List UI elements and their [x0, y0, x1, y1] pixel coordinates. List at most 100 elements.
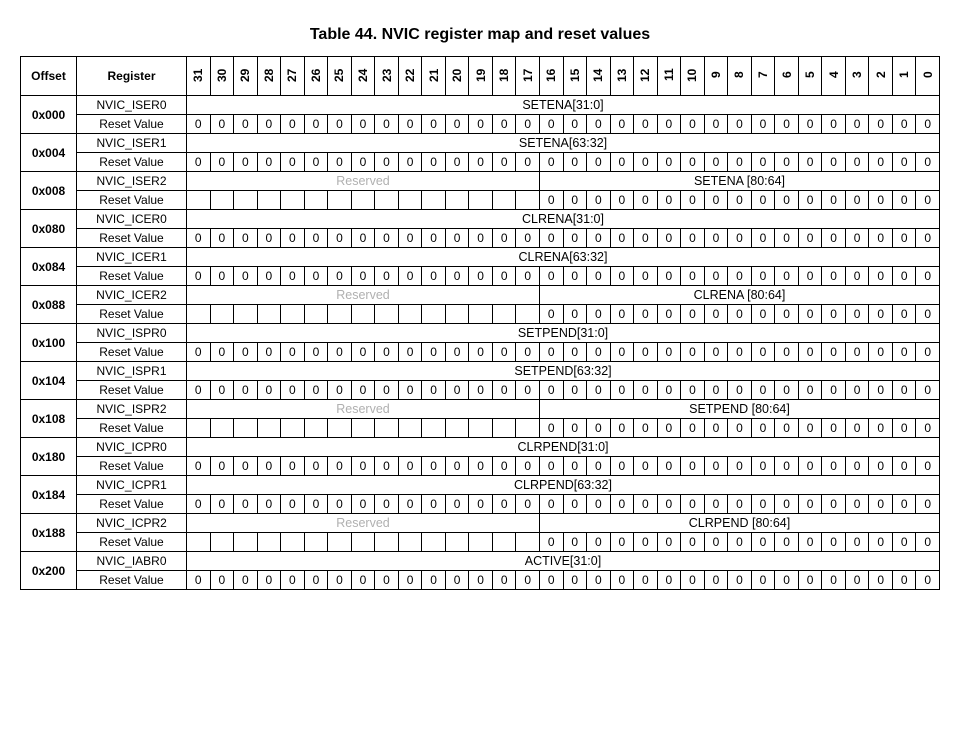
reset-label-cell: Reset Value — [77, 191, 187, 210]
reset-bit-cell: 0 — [657, 191, 681, 210]
offset-cell: 0x200 — [21, 552, 77, 590]
reset-bit-blank — [281, 191, 305, 210]
reset-bit-cell: 0 — [704, 115, 728, 134]
reset-bit-blank — [187, 305, 211, 324]
reset-bit-cell: 0 — [563, 571, 587, 590]
reset-bit-cell: 0 — [587, 153, 611, 172]
reset-bit-cell: 0 — [657, 267, 681, 286]
bit-header-30: 30 — [210, 57, 234, 96]
bitfield-label: CLRPEND [80:64] — [539, 514, 939, 533]
reset-bit-cell: 0 — [892, 191, 916, 210]
reset-bit-cell: 0 — [775, 191, 799, 210]
reset-bit-cell: 0 — [892, 267, 916, 286]
reset-bit-cell: 0 — [469, 495, 493, 514]
reset-row: Reset Value00000000000000000000000000000… — [21, 571, 940, 590]
reset-bit-cell: 0 — [351, 495, 375, 514]
reset-bit-cell: 0 — [610, 115, 634, 134]
reset-bit-blank — [210, 533, 234, 552]
reset-bit-cell: 0 — [257, 495, 281, 514]
register-row: 0x104NVIC_ISPR1SETPEND[63:32] — [21, 362, 940, 381]
reset-bit-cell: 0 — [798, 457, 822, 476]
reset-bit-cell: 0 — [422, 495, 446, 514]
reset-bit-cell: 0 — [281, 153, 305, 172]
reset-bit-cell: 0 — [634, 571, 658, 590]
reset-bit-cell: 0 — [751, 229, 775, 248]
reset-bit-cell: 0 — [869, 343, 893, 362]
reset-bit-cell: 0 — [845, 343, 869, 362]
bit-header-26: 26 — [304, 57, 328, 96]
reset-bit-cell: 0 — [775, 343, 799, 362]
reset-bit-cell: 0 — [892, 381, 916, 400]
reset-bit-cell: 0 — [751, 305, 775, 324]
reset-bit-cell: 0 — [516, 495, 540, 514]
reset-bit-cell: 0 — [610, 343, 634, 362]
reset-bit-cell: 0 — [539, 533, 563, 552]
reset-bit-cell: 0 — [422, 457, 446, 476]
reset-bit-cell: 0 — [892, 343, 916, 362]
reset-bit-cell: 0 — [704, 191, 728, 210]
register-map-table: Offset Register 313029282726252423222120… — [20, 56, 940, 590]
reset-bit-cell: 0 — [234, 571, 258, 590]
reset-bit-cell: 0 — [610, 495, 634, 514]
reset-bit-cell: 0 — [375, 153, 399, 172]
offset-cell: 0x184 — [21, 476, 77, 514]
reset-bit-cell: 0 — [328, 495, 352, 514]
reserved-field: Reserved — [187, 172, 540, 191]
reset-bit-cell: 0 — [398, 115, 422, 134]
bitfield-label: SETENA[63:32] — [187, 134, 940, 153]
reset-bit-cell: 0 — [751, 419, 775, 438]
reset-bit-blank — [469, 305, 493, 324]
reset-bit-cell: 0 — [892, 495, 916, 514]
reset-bit-cell: 0 — [210, 495, 234, 514]
register-name-cell: NVIC_ICER0 — [77, 210, 187, 229]
reset-bit-cell: 0 — [469, 229, 493, 248]
reset-bit-cell: 0 — [398, 571, 422, 590]
reset-label-cell: Reset Value — [77, 419, 187, 438]
reset-bit-cell: 0 — [563, 457, 587, 476]
reset-bit-cell: 0 — [469, 115, 493, 134]
reset-row: Reset Value00000000000000000000000000000… — [21, 229, 940, 248]
reset-bit-blank — [516, 191, 540, 210]
reset-bit-cell: 0 — [892, 305, 916, 324]
reset-row: Reset Value 00000000000000000 — [21, 533, 940, 552]
reset-bit-cell: 0 — [469, 571, 493, 590]
register-name-cell: NVIC_ICPR0 — [77, 438, 187, 457]
bit-header-20: 20 — [445, 57, 469, 96]
reset-label-cell: Reset Value — [77, 229, 187, 248]
reset-bit-cell: 0 — [916, 191, 940, 210]
bitfield-label: CLRENA[31:0] — [187, 210, 940, 229]
reset-bit-cell: 0 — [257, 571, 281, 590]
reset-bit-cell: 0 — [210, 153, 234, 172]
reset-bit-cell: 0 — [704, 267, 728, 286]
reset-bit-cell: 0 — [187, 571, 211, 590]
reset-bit-cell: 0 — [304, 153, 328, 172]
reset-bit-cell: 0 — [822, 571, 846, 590]
bit-header-7: 7 — [751, 57, 775, 96]
reset-bit-cell: 0 — [375, 381, 399, 400]
reset-bit-cell: 0 — [257, 343, 281, 362]
reset-bit-cell: 0 — [704, 229, 728, 248]
reset-bit-blank — [328, 419, 352, 438]
reset-bit-blank — [516, 533, 540, 552]
bit-header-12: 12 — [634, 57, 658, 96]
bit-header-17: 17 — [516, 57, 540, 96]
reset-bit-cell: 0 — [351, 381, 375, 400]
reset-bit-cell: 0 — [539, 571, 563, 590]
reset-bit-cell: 0 — [704, 381, 728, 400]
reset-bit-cell: 0 — [775, 153, 799, 172]
register-name-cell: NVIC_ICPR1 — [77, 476, 187, 495]
reset-bit-cell: 0 — [304, 267, 328, 286]
reset-bit-cell: 0 — [304, 571, 328, 590]
reset-row: Reset Value00000000000000000000000000000… — [21, 495, 940, 514]
reset-bit-cell: 0 — [234, 343, 258, 362]
bitfield-label: SETPEND[31:0] — [187, 324, 940, 343]
reset-bit-cell: 0 — [892, 229, 916, 248]
reset-bit-cell: 0 — [516, 343, 540, 362]
reset-bit-blank — [469, 419, 493, 438]
reset-bit-cell: 0 — [422, 229, 446, 248]
reset-bit-cell: 0 — [281, 343, 305, 362]
reset-bit-cell: 0 — [445, 571, 469, 590]
reset-bit-cell: 0 — [845, 115, 869, 134]
reset-bit-cell: 0 — [681, 305, 705, 324]
bit-header-25: 25 — [328, 57, 352, 96]
